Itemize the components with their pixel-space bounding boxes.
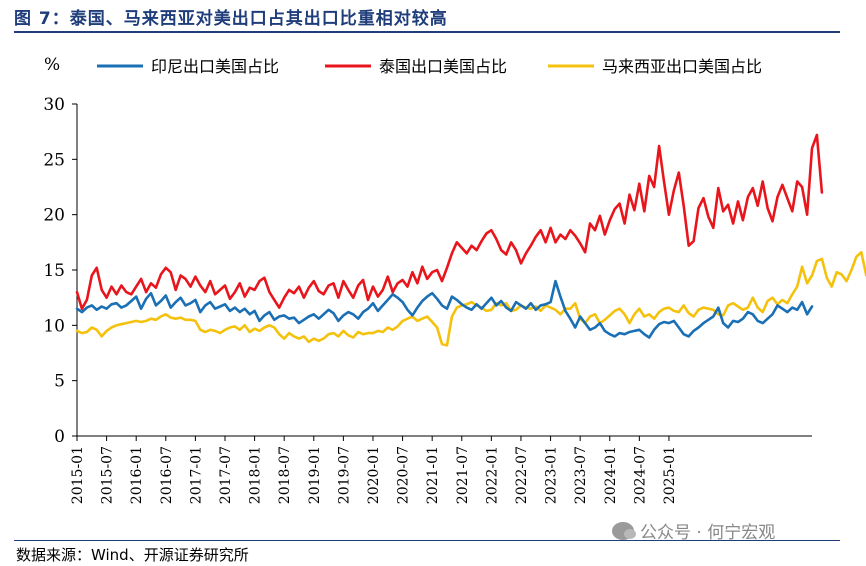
y-tick-label: 5 xyxy=(54,372,65,392)
source-note: 数据来源：Wind、开源证券研究所 xyxy=(16,546,249,564)
series-line-1 xyxy=(75,279,814,339)
legend-label-2: 泰国出口美国占比 xyxy=(379,57,507,76)
x-tick-label: 2023-01 xyxy=(544,446,560,504)
series-line-3 xyxy=(75,251,866,347)
x-tick-label: 2019-01 xyxy=(307,446,323,504)
wechat-icon xyxy=(612,521,636,540)
y-tick-label: 15 xyxy=(43,261,65,281)
x-tick-label: 2015-07 xyxy=(100,446,116,504)
x-tick-label: 2019-07 xyxy=(336,446,352,504)
x-tick-label: 2020-07 xyxy=(396,446,412,504)
x-tick-label: 2024-01 xyxy=(603,446,619,504)
x-tick-label: 2025-01 xyxy=(662,446,678,504)
x-tick-label: 2018-01 xyxy=(248,446,264,504)
x-tick-label: 2024-07 xyxy=(632,446,648,504)
x-tick-label: 2023-07 xyxy=(573,446,589,504)
x-tick-label: 2020-01 xyxy=(366,446,382,504)
x-tick-label: 2015-01 xyxy=(70,446,86,504)
legend-label-3: 马来西亚出口美国占比 xyxy=(602,57,762,76)
y-tick-label: 30 xyxy=(43,95,65,115)
title-divider xyxy=(14,31,840,33)
watermark: 公众号 · 何宁宏观 xyxy=(612,518,775,543)
y-axis-unit: % xyxy=(44,55,60,75)
x-tick-label: 2022-07 xyxy=(514,446,530,504)
x-tick-label: 2017-07 xyxy=(218,446,234,504)
x-tick-label: 2021-01 xyxy=(425,446,441,504)
y-tick-label: 25 xyxy=(43,150,65,170)
x-tick-label: 2021-07 xyxy=(455,446,471,504)
y-tick-label: 20 xyxy=(43,206,65,226)
line-chart: 0 5 10 15 20 25 30% 2015-01 2015-07 2016-01 2016-0… xyxy=(43,55,866,504)
y-tick-label: 10 xyxy=(43,316,65,336)
watermark-text: 公众号 · 何宁宏观 xyxy=(640,523,776,543)
x-tick-label: 2016-07 xyxy=(159,446,175,504)
legend-label-1: 印尼出口美国占比 xyxy=(151,57,279,76)
x-tick-label: 2018-07 xyxy=(277,446,293,504)
x-tick-label: 2016-01 xyxy=(129,446,145,504)
x-tick-label: 2022-01 xyxy=(484,446,500,504)
chart-title: 图 7：泰国、马来西亚对美出口占其出口比重相对较高 xyxy=(14,9,448,29)
footer-divider xyxy=(14,540,840,541)
series-line-2 xyxy=(75,133,824,311)
y-tick-label: 0 xyxy=(54,427,65,447)
x-tick-label: 2017-01 xyxy=(188,446,204,504)
